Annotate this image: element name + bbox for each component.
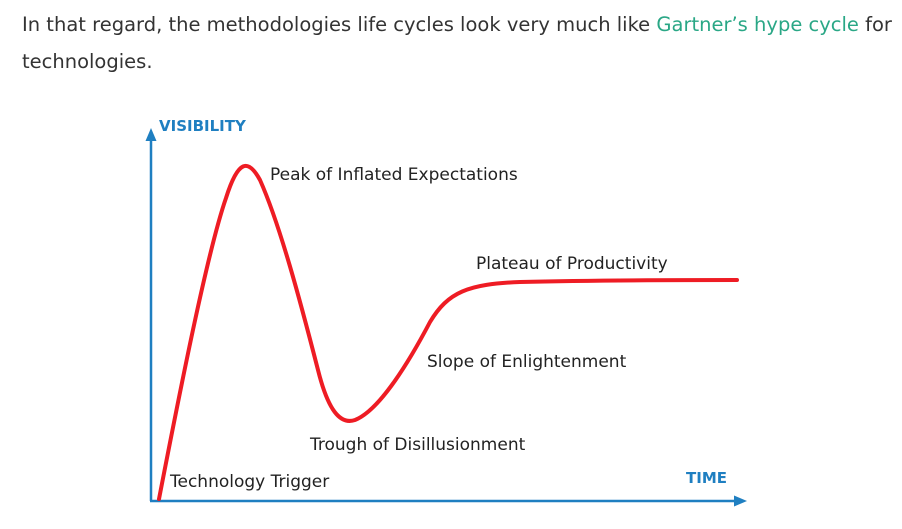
plateau-label: Plateau of Productivity	[476, 254, 668, 274]
x-axis-arrow-icon	[734, 495, 747, 507]
y-axis-arrow-icon	[145, 128, 157, 141]
x-axis-title: TIME	[686, 469, 727, 487]
paragraph-text-after: for technologies.	[22, 13, 892, 73]
paragraph-text-before: In that regard, the methodologies life c…	[22, 13, 657, 36]
hype-curve	[157, 163, 739, 501]
technology-trigger-label: Technology Trigger	[169, 472, 329, 492]
slope-label: Slope of Enlightenment	[427, 352, 627, 372]
body-paragraph: In that regard, the methodologies life c…	[22, 6, 892, 80]
y-axis-title: VISIBILITY	[159, 117, 247, 135]
gartner-hype-cycle-link[interactable]: Gartner’s hype cycle	[656, 13, 859, 36]
trough-label: Trough of Disillusionment	[309, 435, 526, 455]
peak-label: Peak of Inflated Expectations	[270, 165, 518, 185]
